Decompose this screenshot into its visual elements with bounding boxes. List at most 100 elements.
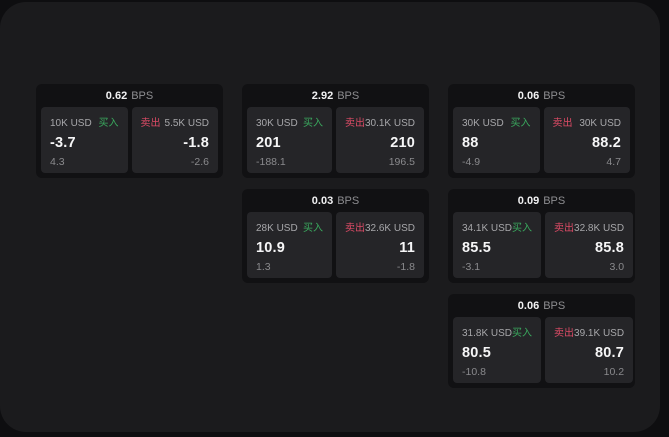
spread-value: 0.03 — [311, 194, 334, 207]
spread-unit: BPS — [131, 89, 154, 102]
sell-amount: 39.1K USD — [574, 328, 625, 339]
sell-panel[interactable]: 卖出 32.6K USD 11 -1.8 — [335, 212, 424, 278]
app-window: 0.62 BPS 10K USD 买入 -3.7 4.3 卖出 5.5K USD — [0, 2, 660, 432]
buy-amount: 30K USD — [256, 118, 298, 129]
sell-sub-value: 3.0 — [609, 260, 625, 273]
buy-sub-value: -4.9 — [462, 155, 481, 168]
sell-sub-value: 4.7 — [606, 155, 621, 168]
sell-panel[interactable]: 卖出 5.5K USD -1.8 -2.6 — [131, 107, 218, 173]
spread-value: 0.06 — [517, 89, 540, 102]
spread-value: 0.09 — [517, 194, 540, 207]
spread-header: 2.92 BPS — [242, 84, 429, 107]
buy-price: 85.5 — [462, 239, 492, 256]
spread-header: 0.62 BPS — [36, 84, 223, 107]
sell-panel[interactable]: 卖出 30.1K USD 210 196.5 — [335, 107, 424, 173]
spread-unit: BPS — [337, 89, 360, 102]
spread-unit: BPS — [337, 194, 360, 207]
buy-price: 10.9 — [256, 239, 286, 256]
sell-panel-top: 卖出 30.1K USD — [345, 114, 415, 129]
buy-amount: 30K USD — [462, 118, 504, 129]
sell-panel-top: 卖出 32.8K USD — [554, 219, 624, 234]
sell-panel[interactable]: 卖出 39.1K USD 80.7 10.2 — [545, 317, 634, 383]
sell-label: 卖出 — [554, 328, 575, 339]
sell-sub-value: 10.2 — [603, 365, 625, 378]
buy-sub-value: -188.1 — [256, 155, 286, 168]
spread-header: 0.09 BPS — [448, 189, 635, 212]
sell-price: 80.7 — [595, 344, 625, 361]
sell-panel-top: 卖出 30K USD — [553, 114, 622, 129]
buy-label: 买入 — [510, 118, 531, 129]
spread-header: 0.06 BPS — [448, 294, 635, 317]
sell-label: 卖出 — [140, 118, 161, 129]
sell-panel[interactable]: 卖出 32.8K USD 85.8 3.0 — [545, 212, 634, 278]
sell-price: 85.8 — [595, 239, 625, 256]
buy-sub-value: -10.8 — [462, 365, 486, 378]
spread-header: 0.06 BPS — [448, 84, 635, 107]
sell-amount: 32.8K USD — [574, 223, 625, 234]
sell-price: 210 — [390, 134, 415, 151]
buy-panel-top: 30K USD 买入 — [462, 114, 531, 129]
trade-card: 0.09 BPS 34.1K USD 买入 85.5 -3.1 卖出 32.8K… — [448, 189, 635, 283]
spread-value: 2.92 — [311, 89, 334, 102]
sell-amount: 30K USD — [579, 118, 621, 129]
spread-value: 0.62 — [105, 89, 128, 102]
buy-amount: 28K USD — [256, 223, 298, 234]
buy-panel-top: 10K USD 买入 — [50, 114, 119, 129]
buy-label: 买入 — [512, 328, 533, 339]
sell-panel-top: 卖出 32.6K USD — [345, 219, 415, 234]
trade-card-body: 30K USD 买入 88 -4.9 卖出 30K USD 88.2 4.7 — [448, 107, 635, 178]
trade-card-body: 30K USD 买入 201 -188.1 卖出 30.1K USD 210 1… — [242, 107, 429, 178]
buy-price: 201 — [256, 134, 281, 151]
trade-card: 0.06 BPS 31.8K USD 买入 80.5 -10.8 卖出 39.1… — [448, 294, 635, 388]
trade-card-body: 31.8K USD 买入 80.5 -10.8 卖出 39.1K USD 80.… — [448, 317, 635, 388]
trade-card-body: 28K USD 买入 10.9 1.3 卖出 32.6K USD 11 -1.8 — [242, 212, 429, 283]
buy-panel[interactable]: 31.8K USD 买入 80.5 -10.8 — [453, 317, 542, 383]
buy-panel[interactable]: 10K USD 买入 -3.7 4.3 — [41, 107, 128, 173]
buy-amount: 31.8K USD — [462, 328, 513, 339]
buy-price: -3.7 — [50, 134, 76, 151]
buy-price: 80.5 — [462, 344, 492, 361]
spread-unit: BPS — [543, 299, 566, 312]
buy-panel-top: 28K USD 买入 — [256, 219, 323, 234]
buy-panel-top: 31.8K USD 买入 — [462, 324, 532, 339]
sell-panel-top: 卖出 39.1K USD — [554, 324, 624, 339]
sell-sub-value: -2.6 — [190, 155, 209, 168]
buy-label: 买入 — [512, 223, 533, 234]
buy-panel[interactable]: 30K USD 买入 201 -188.1 — [247, 107, 332, 173]
trade-card-body: 10K USD 买入 -3.7 4.3 卖出 5.5K USD -1.8 -2.… — [36, 107, 223, 178]
trade-tile-grid: 0.62 BPS 10K USD 买入 -3.7 4.3 卖出 5.5K USD — [36, 84, 635, 388]
sell-sub-value: 196.5 — [388, 155, 415, 168]
sell-label: 卖出 — [344, 118, 365, 129]
buy-panel-top: 34.1K USD 买入 — [462, 219, 532, 234]
spread-unit: BPS — [543, 194, 566, 207]
sell-amount: 5.5K USD — [164, 118, 209, 129]
buy-panel-top: 30K USD 买入 — [256, 114, 323, 129]
buy-panel[interactable]: 34.1K USD 买入 85.5 -3.1 — [453, 212, 542, 278]
sell-amount: 32.6K USD — [364, 223, 415, 234]
trade-card: 0.03 BPS 28K USD 买入 10.9 1.3 卖出 32.6K US… — [242, 189, 429, 283]
trade-card: 2.92 BPS 30K USD 买入 201 -188.1 卖出 30.1K … — [242, 84, 429, 178]
spread-unit: BPS — [543, 89, 566, 102]
buy-label: 买入 — [98, 118, 119, 129]
trade-card: 0.06 BPS 30K USD 买入 88 -4.9 卖出 30K USD — [448, 84, 635, 178]
buy-label: 买入 — [302, 118, 323, 129]
spread-value: 0.06 — [517, 299, 540, 312]
sell-label: 卖出 — [344, 223, 365, 234]
buy-label: 买入 — [302, 223, 323, 234]
buy-panel[interactable]: 30K USD 买入 88 -4.9 — [453, 107, 540, 173]
buy-sub-value: -3.1 — [462, 260, 481, 273]
buy-amount: 34.1K USD — [462, 223, 513, 234]
sell-panel[interactable]: 卖出 30K USD 88.2 4.7 — [543, 107, 630, 173]
buy-amount: 10K USD — [50, 118, 92, 129]
sell-label: 卖出 — [554, 223, 575, 234]
sell-price: 11 — [399, 239, 415, 256]
spread-header: 0.03 BPS — [242, 189, 429, 212]
buy-price: 88 — [462, 134, 479, 151]
trade-card-body: 34.1K USD 买入 85.5 -3.1 卖出 32.8K USD 85.8… — [448, 212, 635, 283]
sell-price: 88.2 — [591, 134, 621, 151]
sell-amount: 30.1K USD — [364, 118, 415, 129]
sell-sub-value: -1.8 — [396, 260, 415, 273]
sell-label: 卖出 — [552, 118, 573, 129]
buy-sub-value: 4.3 — [50, 155, 65, 168]
buy-panel[interactable]: 28K USD 买入 10.9 1.3 — [247, 212, 332, 278]
